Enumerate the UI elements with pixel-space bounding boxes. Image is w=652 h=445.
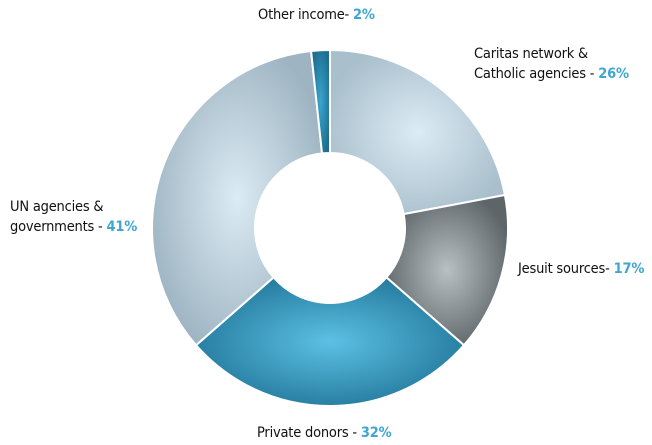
slice-other-income	[309, 48, 331, 155]
label-un-agencies-percent: 41%	[106, 219, 138, 235]
slice-jesuit	[385, 193, 509, 347]
slice-un-agencies	[151, 49, 324, 347]
label-jesuit-text: Jesuit sources-	[518, 261, 614, 277]
slice-caritas	[329, 48, 507, 216]
label-caritas-percent: 26%	[598, 66, 629, 82]
label-caritas: Caritas network & Catholic agencies - 26…	[474, 44, 629, 84]
label-caritas-line1: Caritas network &	[474, 46, 589, 62]
label-other-income: Other income- 2%	[258, 5, 375, 25]
label-other-income-percent: 2%	[353, 7, 375, 23]
slice-private-donors	[194, 275, 466, 407]
label-un-agencies: UN agencies & governments - 41%	[10, 197, 137, 237]
label-un-agencies-line2: governments -	[10, 219, 107, 235]
label-un-agencies-line1: UN agencies &	[10, 199, 104, 215]
label-jesuit: Jesuit sources- 17%	[518, 259, 644, 279]
label-private-donors-percent: 32%	[360, 425, 392, 441]
label-jesuit-percent: 17%	[613, 261, 645, 277]
label-private-donors: Private donors - 32%	[257, 423, 392, 443]
label-other-income-text: Other income-	[258, 7, 354, 23]
label-caritas-line2: Catholic agencies -	[474, 66, 599, 82]
label-private-donors-text: Private donors -	[257, 425, 361, 441]
